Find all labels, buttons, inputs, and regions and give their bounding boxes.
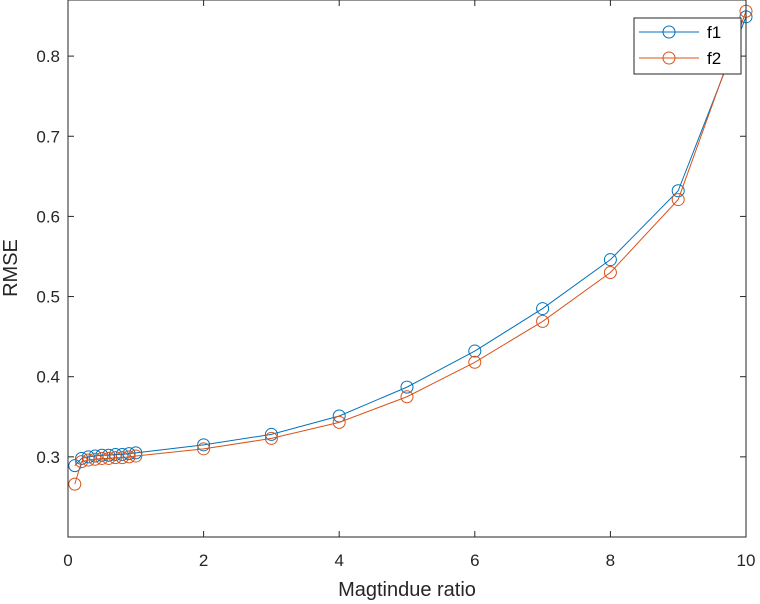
data-point: [671, 184, 685, 198]
x-tick-label: 0: [63, 551, 72, 570]
data-point: [536, 302, 550, 316]
y-tick-label: 0.6: [36, 207, 60, 226]
series-layer: [68, 4, 753, 491]
plot-area: [68, 0, 746, 537]
legend-item: f2: [639, 49, 721, 68]
data-point: [102, 451, 116, 465]
legend-label: f2: [707, 49, 721, 68]
ticks-layer: 0 2 4 6 8 10 0.3 0.4 0.5 0.6 0.7 0.8: [36, 0, 755, 570]
legend-item: f1: [639, 23, 721, 42]
legend-marker: [662, 51, 676, 65]
data-point: [264, 431, 278, 445]
legend-box: [633, 17, 742, 75]
data-point: [68, 477, 82, 491]
data-point: [129, 449, 143, 463]
y-axis-label: RMSE: [0, 239, 22, 297]
data-point: [115, 451, 129, 465]
data-point: [88, 452, 102, 466]
data-point: [603, 266, 617, 280]
data-point: [88, 449, 102, 463]
data-point: [75, 451, 89, 465]
y-tick-label: 0.5: [36, 288, 60, 307]
data-point: [129, 446, 143, 460]
data-point: [197, 442, 211, 456]
data-point: [95, 451, 109, 465]
series-f1: [68, 10, 753, 473]
data-point: [468, 344, 482, 358]
data-point: [122, 447, 136, 461]
x-tick-label: 2: [199, 551, 208, 570]
series-line: [74, 16, 747, 467]
data-point: [671, 193, 685, 207]
data-point: [264, 427, 278, 441]
data-point: [115, 447, 129, 461]
y-tick-label: 0.7: [36, 127, 60, 146]
data-point: [102, 448, 116, 462]
series-f2: [68, 4, 753, 491]
x-tick-label: 6: [470, 551, 479, 570]
data-point: [332, 415, 346, 429]
series-line: [74, 11, 747, 485]
data-point: [400, 380, 414, 394]
data-point: [197, 438, 211, 452]
y-tick-label: 0.3: [36, 448, 60, 467]
data-point: [81, 450, 95, 464]
data-point: [95, 448, 109, 462]
x-axis-label: Magtindue ratio: [338, 579, 476, 601]
axes-box: [67, 0, 747, 538]
y-tick-label: 0.4: [36, 368, 60, 387]
data-point: [536, 314, 550, 328]
data-point: [81, 453, 95, 467]
data-point: [122, 450, 136, 464]
data-point: [75, 455, 89, 469]
legend-marker: [662, 25, 676, 39]
x-tick-label: 10: [737, 551, 756, 570]
data-point: [603, 253, 617, 267]
legend-label: f1: [707, 23, 721, 42]
data-point: [108, 451, 122, 465]
data-point: [400, 390, 414, 404]
x-tick-label: 8: [606, 551, 615, 570]
x-tick-label: 4: [334, 551, 343, 570]
data-point: [468, 355, 482, 369]
data-point: [108, 447, 122, 461]
y-tick-label: 0.8: [36, 47, 60, 66]
